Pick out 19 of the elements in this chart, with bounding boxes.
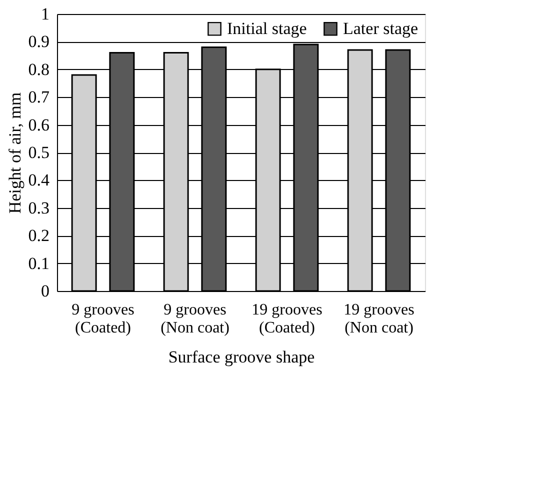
y-tick-label: 0.6 <box>28 115 50 134</box>
y-tick-label: 0.8 <box>28 60 50 79</box>
x-tick-label: 19 grooves (Coated) <box>252 302 322 336</box>
y-tick-label: 0.1 <box>28 254 50 273</box>
y-tick-label: 0.9 <box>28 32 50 52</box>
y-tick-label: 0.3 <box>28 198 50 218</box>
legend-label: Later stage <box>343 18 418 38</box>
y-tick-label: 0.5 <box>28 143 50 162</box>
x-tick-label: 19 grooves (Non coat) <box>344 302 414 336</box>
y-axis-title: Height of air, mm <box>5 92 24 214</box>
legend-label: Initial stage <box>227 18 307 38</box>
x-axis-title: Surface groove shape <box>168 348 315 366</box>
y-tick-label: 0.4 <box>28 170 50 190</box>
y-tick-label: 1 <box>41 4 50 24</box>
x-tick-label: 9 grooves (Non coat) <box>160 302 230 336</box>
y-tick-label: 0.7 <box>28 88 50 107</box>
x-tick-label: 9 grooves (Coated) <box>72 302 134 336</box>
y-tick-label: 0 <box>41 282 50 300</box>
y-tick-label: 0.2 <box>28 226 50 246</box>
